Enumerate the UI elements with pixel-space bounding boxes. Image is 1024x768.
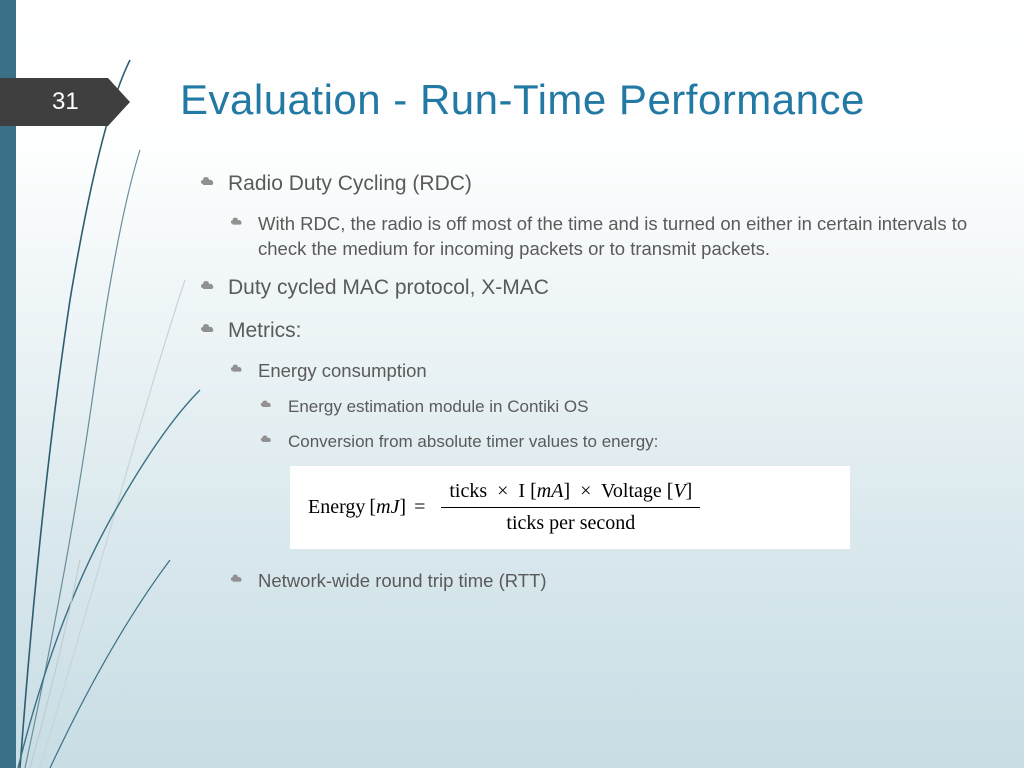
- bullet-lvl3: Energy estimation module in Contiki OS: [260, 396, 970, 419]
- formula-fraction: ticks × I [mA] × Voltage [V] ticks per s…: [441, 478, 700, 537]
- bullet-text: Radio Duty Cycling (RDC): [228, 172, 472, 195]
- slide-number: 31: [52, 88, 79, 116]
- bullet-text: Metrics:: [228, 319, 302, 342]
- bullet-text: Energy consumption: [258, 360, 427, 381]
- formula-denominator: ticks per second: [506, 508, 635, 537]
- cloud-bullet-icon: [260, 433, 273, 446]
- bullet-lvl3: Conversion from absolute timer values to…: [260, 431, 970, 454]
- bullet-lvl2: Network-wide round trip time (RTT): [230, 569, 970, 594]
- bullet-text: Network-wide round trip time (RTT): [258, 570, 547, 591]
- bullet-text: Energy estimation module in Contiki OS: [288, 397, 588, 416]
- slide-number-tag: 31: [0, 78, 130, 126]
- bullet-text: With RDC, the radio is off most of the t…: [258, 213, 967, 259]
- energy-formula: Energy [mJ] = ticks × I [mA] × Voltage […: [290, 466, 850, 549]
- bullet-lvl1: Radio Duty Cycling (RDC): [200, 170, 970, 198]
- slide-title: Evaluation - Run-Time Performance: [180, 76, 865, 124]
- formula-numerator: ticks × I [mA] × Voltage [V]: [441, 478, 700, 508]
- bullet-lvl2: With RDC, the radio is off most of the t…: [230, 212, 970, 262]
- formula-eq: =: [414, 494, 425, 521]
- cloud-bullet-icon: [230, 362, 244, 376]
- bullet-text: Duty cycled MAC protocol, X-MAC: [228, 276, 549, 299]
- formula-lhs-label: Energy: [308, 494, 365, 521]
- cloud-bullet-icon: [230, 572, 244, 586]
- bullet-lvl2: Energy consumption: [230, 359, 970, 384]
- bullet-text: Conversion from absolute timer values to…: [288, 432, 658, 451]
- cloud-bullet-icon: [260, 398, 273, 411]
- cloud-bullet-icon: [200, 174, 216, 190]
- slide-body: Radio Duty Cycling (RDC) With RDC, the r…: [200, 170, 970, 606]
- bullet-lvl1: Duty cycled MAC protocol, X-MAC: [200, 274, 970, 302]
- formula-lhs-unit: [mJ]: [369, 494, 406, 521]
- cloud-bullet-icon: [230, 215, 244, 229]
- bullet-lvl1: Metrics:: [200, 317, 970, 345]
- cloud-bullet-icon: [200, 278, 216, 294]
- cloud-bullet-icon: [200, 321, 216, 337]
